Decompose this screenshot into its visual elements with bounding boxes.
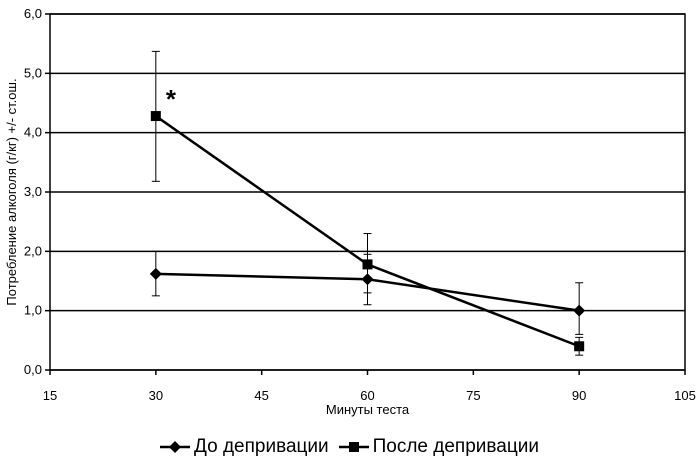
y-tick-label: 4,0 bbox=[24, 125, 42, 140]
legend-item-after: После депривации bbox=[339, 436, 539, 458]
y-tick-label: 6,0 bbox=[24, 6, 42, 21]
y-tick-label: 0,0 bbox=[24, 362, 42, 377]
series-markers bbox=[150, 111, 585, 351]
error-bars bbox=[152, 51, 583, 355]
y-tick-label: 3,0 bbox=[24, 184, 42, 199]
gridlines bbox=[45, 14, 685, 375]
x-tick-label: 90 bbox=[572, 388, 586, 403]
data-point-before bbox=[150, 268, 162, 280]
data-point-before bbox=[573, 305, 585, 317]
y-tick-label: 5,0 bbox=[24, 65, 42, 80]
y-tick-labels: 0,0 1,0 2,0 3,0 4,0 5,0 6,0 bbox=[24, 6, 42, 377]
x-tick-labels: 15 30 45 60 75 90 105 bbox=[43, 388, 696, 403]
legend-item-before: До депривации bbox=[160, 436, 329, 458]
data-point-after bbox=[363, 259, 373, 269]
line-chart: 0,01,02,03,04,05,06,0 153045607590105 * … bbox=[0, 0, 699, 430]
x-tick-label: 105 bbox=[674, 388, 696, 403]
y-axis-title: Потребление алкоголя (г/кг) +/- ст.ош. bbox=[4, 78, 19, 305]
data-point-before bbox=[362, 273, 374, 285]
significance-asterisk: * bbox=[166, 84, 177, 114]
legend-label-before: До депривации bbox=[194, 436, 329, 458]
y-tick-label: 1,0 bbox=[24, 303, 42, 318]
series-lines bbox=[156, 116, 579, 346]
annotations: * bbox=[166, 84, 177, 114]
y-tick-label: 2,0 bbox=[24, 243, 42, 258]
x-axis-title: Минуты теста bbox=[326, 402, 410, 417]
diamond-marker-icon bbox=[160, 439, 190, 455]
x-tick-label: 60 bbox=[360, 388, 374, 403]
square-marker-icon bbox=[339, 439, 369, 455]
series-line-after bbox=[156, 116, 579, 346]
data-point-after bbox=[151, 111, 161, 121]
x-tick-label: 75 bbox=[466, 388, 480, 403]
x-tick-label: 30 bbox=[149, 388, 163, 403]
x-tick-label: 15 bbox=[43, 388, 57, 403]
data-point-after bbox=[574, 341, 584, 351]
x-tick-label: 45 bbox=[254, 388, 268, 403]
legend: До депривации После депривации bbox=[0, 436, 699, 458]
legend-label-after: После депривации bbox=[373, 436, 539, 458]
